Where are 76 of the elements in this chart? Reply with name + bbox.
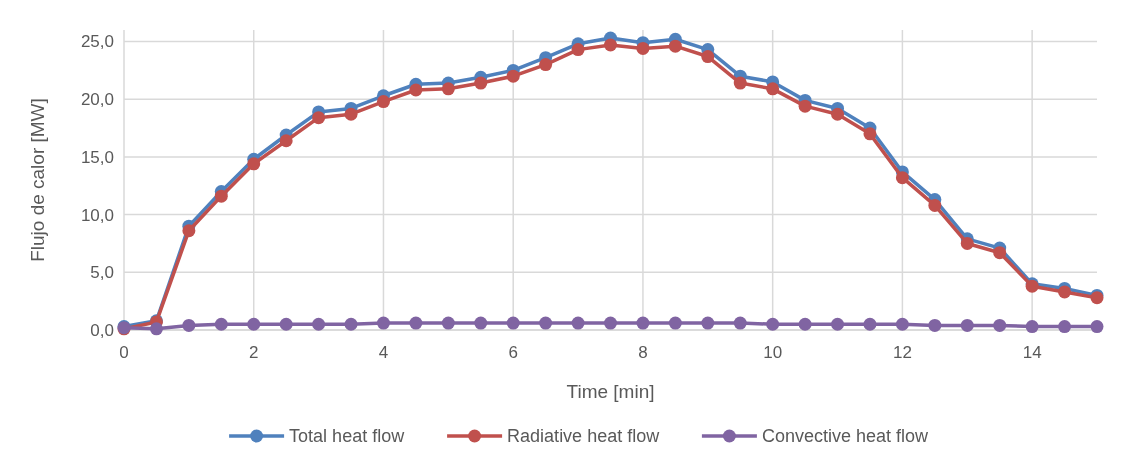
point [344, 107, 358, 121]
point [831, 107, 845, 121]
x-tick-label: 4 [378, 343, 389, 362]
point [1058, 285, 1072, 299]
point [441, 316, 455, 330]
point [376, 95, 390, 109]
x-tick-label: 14 [1022, 343, 1042, 362]
y-axis-title: Flujo de calor [MW] [27, 98, 48, 262]
x-tick-label: 8 [638, 343, 648, 362]
point [668, 316, 682, 330]
point [279, 317, 293, 331]
point [636, 41, 650, 55]
point [214, 189, 228, 203]
point [928, 318, 942, 332]
x-tick-label: 10 [763, 343, 783, 362]
x-tick-label: 6 [508, 343, 518, 362]
point [474, 76, 488, 90]
x-tick-label: 12 [892, 343, 912, 362]
y-tick-label: 10,0 [80, 205, 114, 225]
point [993, 318, 1007, 332]
point [604, 38, 617, 52]
y-tick-label: 25,0 [80, 32, 114, 52]
point [766, 317, 780, 331]
point [279, 134, 293, 148]
point [409, 316, 423, 330]
point [863, 127, 877, 141]
point [539, 316, 553, 330]
point [247, 317, 261, 331]
point [182, 318, 196, 332]
x-tick-label: 2 [249, 343, 259, 362]
point [571, 316, 585, 330]
y-tick-label: 0,0 [90, 320, 114, 340]
point [636, 316, 650, 330]
point [766, 82, 780, 96]
point [831, 317, 845, 331]
point [571, 43, 585, 57]
point [312, 317, 326, 331]
point [895, 317, 909, 331]
point [701, 316, 715, 330]
point [312, 111, 326, 125]
legend-label: Convective heat flow [761, 426, 929, 447]
y-tick-label: 15,0 [80, 147, 114, 167]
point [733, 76, 747, 90]
point [539, 58, 553, 72]
point [149, 322, 163, 336]
point [1025, 320, 1039, 334]
point [895, 171, 909, 185]
point [1058, 320, 1072, 334]
point [506, 69, 520, 83]
point [214, 317, 228, 331]
point [376, 316, 390, 330]
point [863, 317, 877, 331]
point [247, 157, 261, 171]
point [928, 198, 942, 212]
point [798, 99, 812, 113]
y-tick-label: 20,0 [80, 90, 114, 110]
x-axis-title: Time [min] [566, 381, 655, 402]
point [701, 50, 715, 64]
point [1090, 320, 1104, 334]
point [668, 39, 682, 53]
point [506, 316, 520, 330]
point [993, 246, 1007, 260]
point [474, 316, 488, 330]
point [344, 317, 358, 331]
point [798, 317, 812, 331]
point [409, 83, 423, 97]
y-tick-label: 5,0 [90, 263, 114, 283]
point [960, 236, 974, 250]
point [182, 224, 196, 238]
point [604, 316, 617, 330]
legend-label: Total heat flow [289, 426, 406, 447]
point [441, 82, 455, 96]
point [733, 316, 747, 330]
point [960, 318, 974, 332]
legend-label: Radiative heat flow [507, 426, 661, 447]
x-tick-label: 0 [119, 343, 129, 362]
